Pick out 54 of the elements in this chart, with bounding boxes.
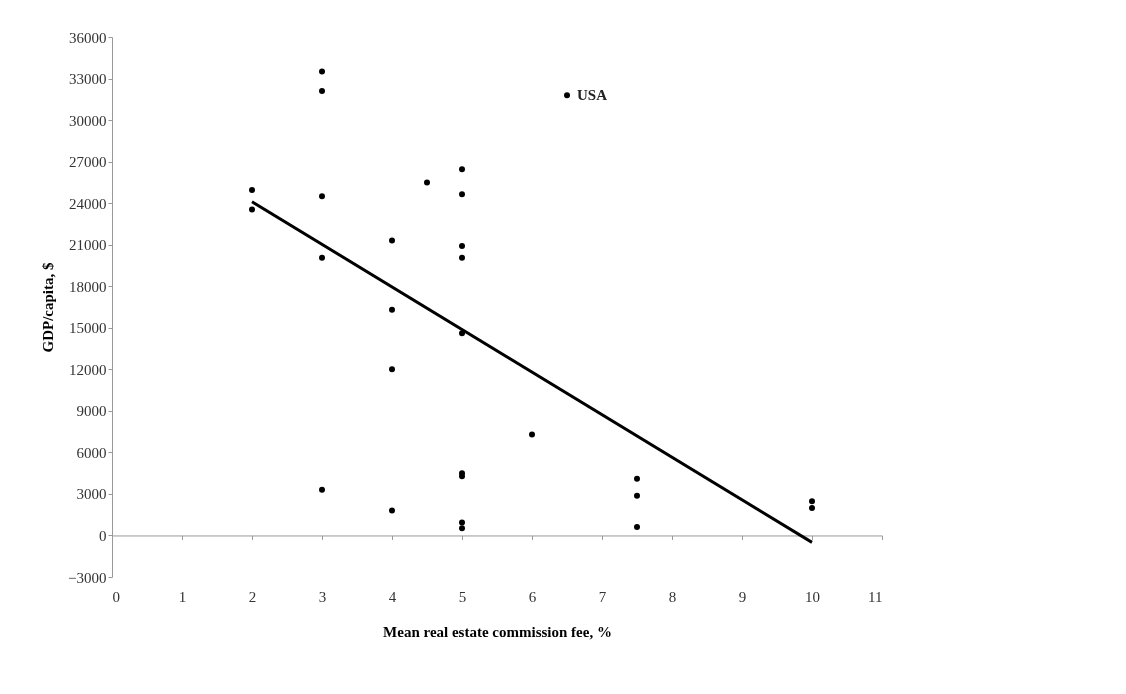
y-axis-title: GDP/capita, $ [40, 262, 57, 353]
point [319, 68, 325, 75]
y-tick-label: −3000 [68, 569, 107, 586]
y-tick-label: 12000 [69, 361, 107, 378]
y-tick-label: 30000 [69, 112, 107, 129]
y-tick-label: 9000 [76, 403, 107, 420]
x-tick-label: 10 [805, 588, 820, 605]
point [634, 492, 640, 499]
y-tick-label: 3000 [76, 486, 107, 503]
point [319, 88, 325, 94]
point [564, 92, 570, 99]
point [634, 523, 640, 530]
x-tick-label: 0 [112, 588, 120, 605]
point [459, 254, 465, 261]
point [319, 486, 325, 493]
y-tick-label: 15000 [69, 320, 107, 337]
y-tick-label: 0 [99, 527, 107, 544]
x-tick-label: 2 [248, 588, 257, 605]
point [389, 237, 395, 244]
x-tick-label: 11 [868, 588, 883, 605]
point [249, 187, 255, 193]
point [389, 507, 395, 514]
x-tick-label: 3 [318, 588, 327, 605]
point [809, 504, 815, 511]
point [319, 254, 325, 261]
point [459, 191, 465, 198]
y-tick-label: 6000 [76, 444, 107, 461]
y-tick-label: 18000 [69, 278, 107, 295]
y-tick-label: 36000 [69, 29, 107, 46]
point [634, 475, 640, 482]
point [459, 519, 465, 526]
x-tick-label: 7 [598, 588, 607, 605]
point [529, 431, 535, 438]
x-tick-label: 5 [458, 588, 467, 605]
point [319, 193, 325, 200]
x-tick-label: 1 [178, 588, 187, 605]
y-tick-label: 33000 [69, 71, 107, 88]
point [424, 179, 430, 186]
point [459, 243, 465, 250]
x-tick-label: 6 [528, 588, 537, 605]
y-tick-label: 27000 [69, 154, 107, 171]
point [459, 525, 465, 532]
point [389, 306, 395, 313]
x-axis-title: Mean real estate commission fee, % [383, 623, 612, 640]
point [809, 498, 815, 505]
x-tick-label: 8 [668, 588, 677, 605]
point [459, 166, 465, 173]
annotation: USA [577, 87, 608, 104]
y-tick-label: 21000 [69, 237, 107, 254]
point [249, 206, 255, 213]
x-tick-label: 4 [388, 588, 397, 605]
x-tick-label: 9 [738, 588, 747, 605]
point [389, 366, 395, 373]
y-tick-label: 24000 [69, 195, 107, 212]
